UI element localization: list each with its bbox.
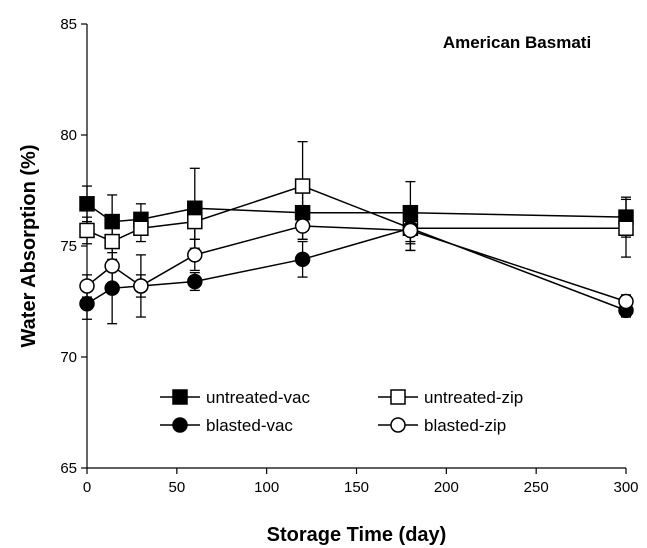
data-point-marker — [390, 417, 406, 433]
error-bars-blasted-zip — [82, 212, 631, 309]
x-tick-label: 300 — [613, 479, 638, 496]
data-point-marker — [104, 213, 120, 230]
x-tick-label: 100 — [254, 479, 279, 496]
data-point-marker — [294, 204, 311, 221]
data-point-marker — [402, 204, 419, 221]
data-point-marker — [104, 258, 120, 274]
chart-title: American Basmati — [443, 33, 591, 52]
data-point-marker — [187, 273, 203, 290]
data-point-marker — [172, 389, 188, 405]
axes: 65 70 75 80 85 0 50 100 150 200 250 300 — [60, 16, 638, 496]
error-bars-untreated-vac — [82, 167, 631, 249]
legend: untreated-vac untreated-zip blasted-vac bla… — [160, 388, 523, 435]
y-tick-label: 75 — [60, 238, 77, 255]
y-tick-label: 80 — [60, 127, 77, 144]
data-point-marker — [79, 196, 95, 212]
y-tick-label: 70 — [60, 349, 77, 366]
data-point-marker — [172, 417, 188, 433]
data-point-marker — [390, 389, 406, 405]
data-point-marker — [294, 218, 311, 234]
data-point-marker — [618, 293, 634, 310]
legend-item-blasted-zip: blasted-zip — [378, 416, 506, 435]
error-bars-blasted-vac — [82, 205, 631, 325]
data-point-marker — [402, 222, 419, 239]
series-points-blasted-zip — [79, 218, 634, 310]
x-tick-label: 0 — [83, 479, 91, 496]
data-point-marker — [133, 220, 149, 236]
legend-label: blasted-vac — [206, 416, 293, 435]
x-tick-label: 250 — [524, 479, 549, 496]
y-tick-label: 85 — [60, 16, 77, 33]
y-axis-title: Water Absorption (%) — [18, 145, 40, 348]
series-points-untreated-zip — [79, 178, 634, 250]
series-points-blasted-vac — [79, 220, 634, 319]
series-layer — [79, 141, 634, 325]
legend-item-untreated-zip: untreated-zip — [378, 388, 523, 407]
data-point-marker — [104, 280, 120, 296]
data-point-marker — [104, 233, 120, 250]
data-point-marker — [618, 220, 634, 236]
data-point-marker — [79, 295, 95, 312]
data-point-marker — [294, 178, 311, 194]
error-bars-untreated-zip — [82, 141, 631, 260]
data-point-marker — [294, 251, 311, 268]
series-line-blasted-zip — [86, 225, 627, 303]
data-point-marker — [133, 278, 149, 294]
legend-item-blasted-vac: blasted-vac — [160, 416, 293, 435]
data-point-marker — [187, 213, 203, 230]
x-tick-label: 200 — [434, 479, 459, 496]
x-axis-title: Storage Time (day) — [267, 524, 447, 546]
x-tick-label: 50 — [168, 479, 185, 496]
data-point-marker — [187, 247, 203, 263]
legend-label: untreated-zip — [424, 388, 523, 407]
data-point-marker — [79, 222, 95, 239]
data-point-marker — [79, 278, 95, 294]
legend-label: untreated-vac — [206, 388, 310, 407]
data-point-marker — [187, 200, 203, 217]
y-tick-label: 65 — [60, 460, 77, 477]
legend-label: blasted-zip — [424, 416, 506, 435]
legend-item-untreated-vac: untreated-vac — [160, 388, 310, 407]
series-line-blasted-vac — [86, 227, 627, 312]
x-tick-label: 150 — [344, 479, 369, 496]
